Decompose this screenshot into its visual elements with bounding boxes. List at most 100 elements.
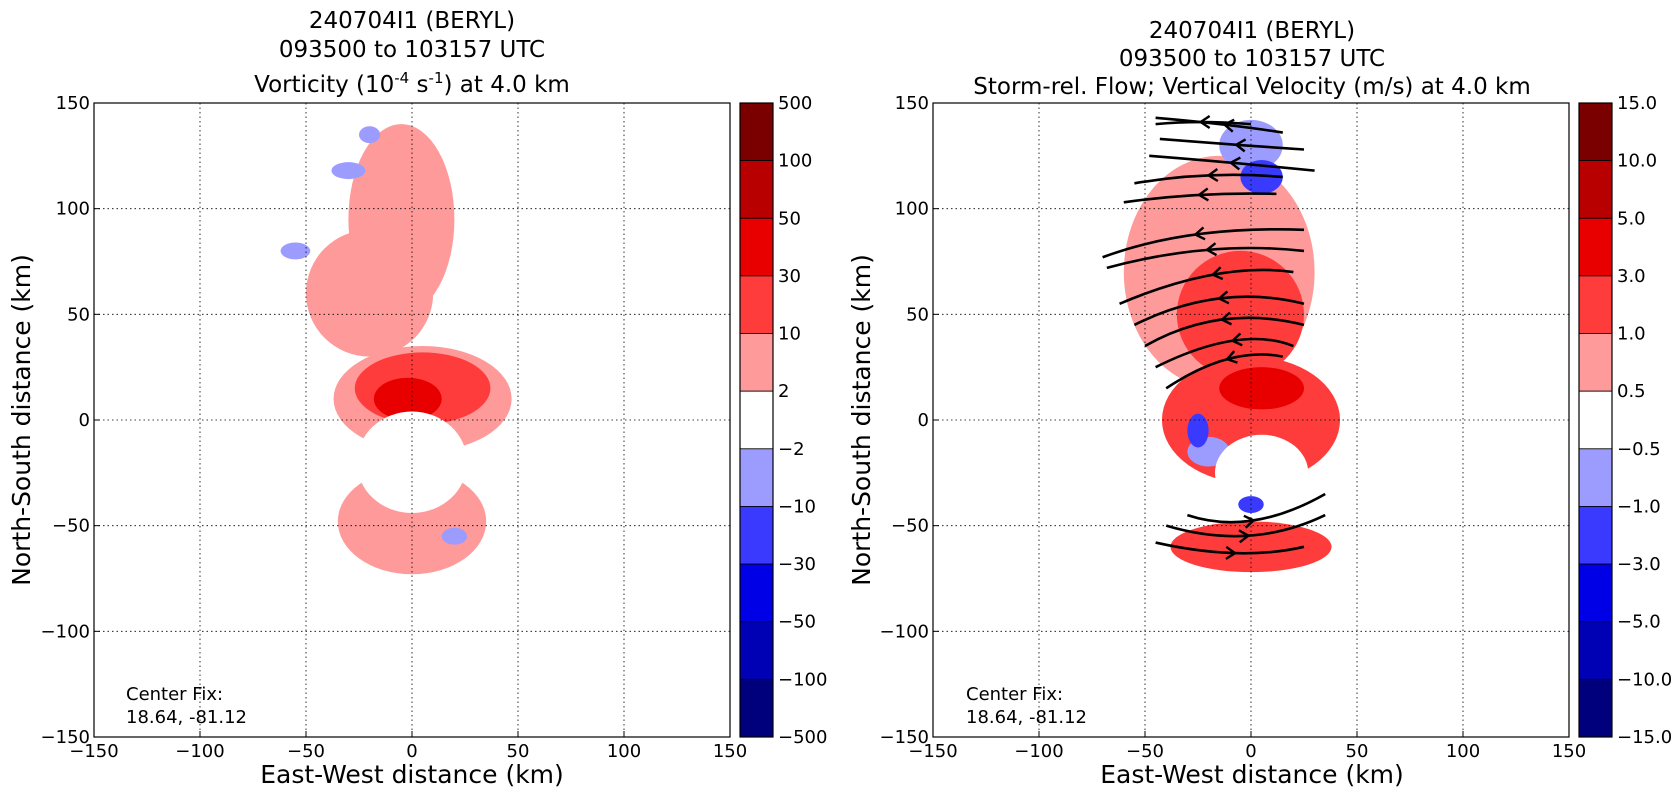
panel1-title-suffix: ) at 4.0 km [444, 72, 570, 98]
panel2-colorbar-segment [1578, 621, 1613, 680]
panel2-colorbar-label: −3.0 [1617, 554, 1661, 575]
panel1-y-tick-label: −50 [52, 516, 90, 537]
panel1-colorbar-label: 10 [778, 324, 801, 345]
panel1-y-tick-label: 0 [79, 410, 90, 431]
panel1-colorbar-segment [739, 333, 774, 392]
panel2-streamline-arrow [1238, 529, 1251, 544]
panel1-field-patch [356, 411, 468, 513]
panel1-y-tick-label: 150 [56, 93, 90, 114]
panel1-title-prefix: Vorticity (10 [254, 72, 394, 98]
panel1-colorbar-segment [739, 102, 774, 162]
panel2-field-patch [1170, 521, 1332, 573]
panel1-colorbar-segment [739, 217, 774, 277]
panel2-x-tick-label: 0 [1245, 741, 1256, 762]
panel1-colorbar-segment [739, 506, 774, 565]
panel1-title-mid: s [409, 72, 428, 98]
panel2-streamline-arrow [1243, 514, 1256, 529]
panel2-colorbar-label: 3.0 [1617, 266, 1646, 287]
vorticity-panel: 240704I1 (BERYL) 093500 to 103157 UTC Vo… [7, 8, 827, 789]
panel2-x-tick-label: 100 [1446, 741, 1480, 762]
panel2-streamline-arrow [1206, 168, 1219, 183]
panel2-colorbar-label: −10.0 [1617, 669, 1672, 690]
panel1-colorbar-frame [739, 102, 774, 738]
panel2-colorbar-segment [1578, 390, 1613, 450]
panel1-x-tick-label: 100 [607, 741, 641, 762]
panel1-y-tick-label: −150 [41, 727, 90, 748]
panel2-colorbar-label: 5.0 [1617, 208, 1646, 229]
panel2-field-patch [1219, 367, 1304, 410]
panel1-x-tick-label: 150 [713, 741, 747, 762]
panel1-colorbar-label: −30 [778, 554, 816, 575]
panel2-streamline-arrow [1193, 226, 1206, 241]
panel1-x-tick-label: −50 [287, 741, 325, 762]
panel1-colorbar-segment [739, 678, 774, 738]
panel1-colorbar-label: 2 [778, 381, 789, 402]
panel2-streamline-arrow [1198, 115, 1211, 130]
panel2-streamline-arrow [1230, 332, 1243, 347]
panel2-streamline-arrow [1234, 138, 1247, 153]
panel1-colorbar-label: 30 [778, 266, 801, 287]
panel1-field-patch [373, 377, 442, 420]
panel1-y-tick-label: 50 [67, 304, 90, 325]
panel2-title-line2: 093500 to 103157 UTC [1119, 46, 1385, 72]
panel2-colorbar-label: −1.0 [1617, 496, 1661, 517]
panel1-x-tick-label: 0 [406, 741, 417, 762]
panel1-x-tick-label: 50 [507, 741, 530, 762]
panel2-colorbar-segment [1578, 448, 1613, 507]
panel1-colorbar-label: −100 [778, 669, 827, 690]
panel1-x-axis: −150 −100 −50 0 50 100 150 [69, 731, 747, 762]
panel1-colorbar-segment [739, 390, 774, 450]
panel1-field-patch [306, 229, 434, 357]
panel1-title-line2: 093500 to 103157 UTC [279, 37, 545, 63]
panel2-streamline-arrow [1228, 156, 1241, 171]
panel1-colorbar-segment [739, 448, 774, 507]
panel2-streamline-arrow [1225, 545, 1238, 560]
panel2-center-fix-coords: 18.64, -81.12 [966, 707, 1087, 728]
panel2-colorbar-segment [1578, 678, 1613, 738]
panel2-colorbar-segment [1578, 275, 1613, 334]
panel2-x-axis-label: East-West distance (km) [1100, 760, 1404, 789]
panel1-title-line3: Vorticity (10-4 s-1) at 4.0 km [254, 69, 570, 98]
panel2-x-tick-label: −150 [908, 741, 957, 762]
panel2-y-tick-label: 150 [895, 93, 929, 114]
panel1-colorbar-segment [739, 621, 774, 680]
panel2-x-tick-label: −50 [1126, 741, 1164, 762]
panel1-title-sup1: -4 [394, 69, 409, 87]
panel2-colorbar: 15.0 10.0 5.0 3.0 1.0 0.5 −0.5 −1.0 −3.0 −5.0 −10.… [1578, 93, 1672, 748]
panel1-x-axis-label: East-West distance (km) [260, 760, 564, 789]
panel2-colorbar-label: 10.0 [1617, 151, 1657, 172]
panel1-field-patch [359, 126, 381, 144]
panel2-colorbar-label: −15.0 [1617, 727, 1672, 748]
panel1-x-tick-label: −100 [175, 741, 224, 762]
panel2-streamline-arrow [1196, 187, 1209, 202]
panel1-y-tick-label: 100 [56, 199, 90, 220]
panel2-colorbar-segment [1578, 160, 1613, 219]
panel1-colorbar-segment [739, 160, 774, 219]
panel1-colorbar-label: −10 [778, 496, 816, 517]
panel2-y-tick-label: −100 [880, 621, 929, 642]
panel1-colorbar-segment [739, 275, 774, 334]
panel2-y-tick-label: 50 [906, 304, 929, 325]
panel2-x-tick-label: 50 [1346, 741, 1369, 762]
panel2-colorbar-label: −0.5 [1617, 439, 1661, 460]
panel2-colorbar-segment [1578, 102, 1613, 162]
panel2-field-patch [1187, 413, 1209, 448]
panel2-x-axis: −150 −100 −50 0 50 100 150 [908, 731, 1586, 762]
panel2-colorbar-segment [1578, 563, 1613, 623]
panel1-vorticity-field [280, 124, 512, 575]
panel2-colorbar-segment [1578, 217, 1613, 277]
panel2-y-axis-label: North-South distance (km) [847, 254, 876, 586]
panel2-y-axis: −150 −100 −50 0 50 100 150 [880, 93, 939, 748]
panel2-center-fix-label: Center Fix: [966, 684, 1063, 705]
panel1-center-fix-label: Center Fix: [126, 684, 223, 705]
panel1-y-axis-label: North-South distance (km) [7, 254, 36, 586]
panel2-colorbar-segment [1578, 333, 1613, 392]
panel2-y-tick-label: 0 [918, 410, 929, 431]
panel2-colorbar-frame [1578, 102, 1613, 738]
panel2-streamline-arrow [1204, 242, 1218, 257]
panel1-colorbar-label: −500 [778, 727, 827, 748]
panel2-colorbar-label: 15.0 [1617, 93, 1657, 114]
panel1-field-patch [280, 242, 311, 260]
panel2-title-line3: Storm-rel. Flow; Vertical Velocity (m/s)… [973, 74, 1531, 100]
